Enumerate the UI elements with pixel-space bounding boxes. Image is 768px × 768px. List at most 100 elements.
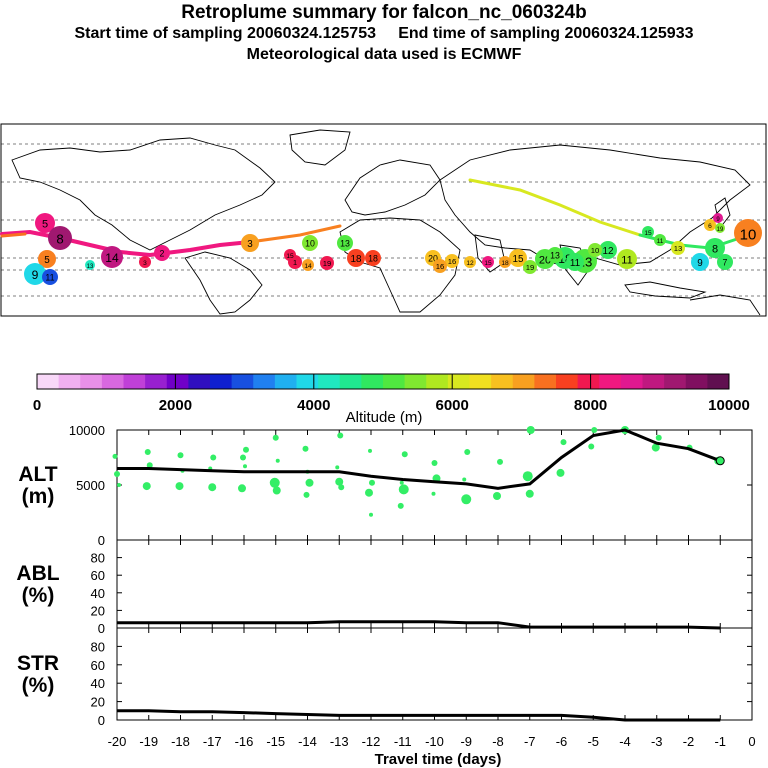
- trajectory-marker: [24, 263, 46, 285]
- trajectory-day-label: 2: [160, 249, 165, 259]
- trajectory-marker: [365, 250, 381, 266]
- x-tick-label: -12: [362, 734, 381, 749]
- x-tick-label: -18: [171, 734, 190, 749]
- y-tick-label: 0: [98, 713, 105, 728]
- colorbar-tick-label: 0: [33, 397, 41, 414]
- altitude-point: [399, 480, 404, 485]
- trajectory-day-label: 9: [32, 268, 39, 282]
- trajectory-day-label: 16: [448, 257, 457, 266]
- trajectory-day-label: 19: [526, 263, 535, 272]
- trajectory-marker: [85, 260, 95, 270]
- altitude-point: [461, 494, 472, 505]
- trajectory-marker: [523, 260, 537, 274]
- trajectory-day-label: 19: [323, 259, 332, 268]
- x-tick-label: 0: [748, 734, 755, 749]
- series-line: [117, 620, 721, 630]
- trajectory-day-label: 8: [712, 244, 718, 256]
- altitude-point: [243, 464, 247, 469]
- x-tick-label: -15: [266, 734, 285, 749]
- altitude-point: [302, 445, 309, 452]
- trajectory-day-label: 11: [45, 273, 54, 283]
- trajectory-marker: [433, 259, 447, 273]
- trajectory-day-label: 11: [657, 238, 664, 245]
- trajectory-line: [0, 232, 27, 238]
- altitude-point: [398, 484, 409, 495]
- colorbar-swatch: [491, 374, 514, 389]
- trajectory-marker: [101, 246, 123, 268]
- time-series-panels: 0500010000ALT(m)020406080ABL(%)020406080…: [16, 423, 755, 749]
- altitude-point: [431, 460, 438, 466]
- trajectory-line: [248, 224, 342, 244]
- altitude-colorbar: 0 2000 4000 6000 8000 10000: [33, 373, 750, 414]
- altitude-point: [142, 482, 151, 491]
- altitude-point: [493, 492, 501, 500]
- altitude-point: [338, 484, 345, 491]
- altitude-point: [655, 434, 662, 441]
- trajectory-marker: [320, 256, 334, 270]
- colorbar-swatch: [37, 374, 60, 389]
- colorbar-swatch: [642, 374, 665, 389]
- trajectory-marker: [547, 247, 563, 263]
- altitude-point: [272, 434, 279, 441]
- trajectory-day-label: 9: [716, 217, 720, 223]
- colorbar-swatch: [426, 374, 449, 389]
- altitude-point: [560, 439, 567, 446]
- trajectory-line: [468, 178, 642, 237]
- series-line: [117, 709, 721, 722]
- trajectory-marker: [347, 249, 365, 267]
- trajectory-marker: [671, 241, 685, 255]
- trajectory-marker: [617, 249, 637, 269]
- trajectory-day-label: 9: [697, 258, 703, 269]
- colorbar-tick-label: 8000: [574, 397, 607, 414]
- panel-unit: (%): [22, 674, 55, 697]
- x-tick-label: -1: [714, 734, 726, 749]
- altitude-point: [112, 453, 118, 459]
- trajectory-day-label: 10: [591, 246, 600, 255]
- colorbar-title: Altitude (m): [346, 409, 423, 426]
- trajectory-day-label: 12: [603, 246, 614, 257]
- trajectory-day-label: 16: [436, 262, 445, 271]
- altitude-point: [210, 454, 217, 461]
- y-tick-label: 80: [91, 551, 105, 566]
- trajectory-day-label: 18: [501, 260, 509, 267]
- trajectory-day-label: 15: [286, 253, 294, 260]
- y-tick-label: 80: [91, 639, 105, 654]
- altitude-point: [368, 448, 372, 453]
- trajectory-day-label: 20: [428, 254, 438, 264]
- altitude-point: [303, 491, 310, 498]
- panel-unit: (m): [22, 485, 55, 508]
- x-tick-label: -3: [651, 734, 663, 749]
- y-tick-label: 40: [91, 586, 105, 601]
- x-tick-label: -13: [330, 734, 349, 749]
- trajectory-marker: [509, 249, 527, 267]
- colorbar-swatch: [469, 374, 492, 389]
- trajectory-day-label: 11: [570, 258, 581, 269]
- colorbar-swatch: [188, 374, 211, 389]
- colorbar-swatch: [556, 374, 579, 389]
- trajectory-day-label: 15: [513, 254, 524, 265]
- trajectory-marker: [464, 256, 476, 268]
- map-gridlines: [1, 143, 766, 297]
- trajectory-marker: [588, 243, 602, 257]
- altitude-point: [651, 443, 660, 452]
- trajectory-day-label: 18: [351, 254, 362, 265]
- trajectory-day-label: 18: [368, 254, 378, 264]
- trajectory-marker: [241, 234, 259, 252]
- altitude-point: [525, 489, 534, 498]
- altitude-point: [114, 471, 120, 477]
- trajectory-day-label: 5: [42, 219, 48, 231]
- x-tick-label: -19: [139, 734, 158, 749]
- colorbar-swatch: [145, 374, 168, 389]
- trajectory-marker: [499, 256, 511, 268]
- colorbar-swatch: [534, 374, 557, 389]
- colorbar-swatch: [80, 374, 103, 389]
- x-axis-label: Travel time (days): [375, 751, 502, 768]
- trajectory-marker: [337, 235, 353, 251]
- altitude-point: [144, 449, 151, 455]
- trajectory-marker: [154, 245, 170, 261]
- altitude-point: [369, 512, 373, 517]
- colorbar-swatch: [231, 374, 254, 389]
